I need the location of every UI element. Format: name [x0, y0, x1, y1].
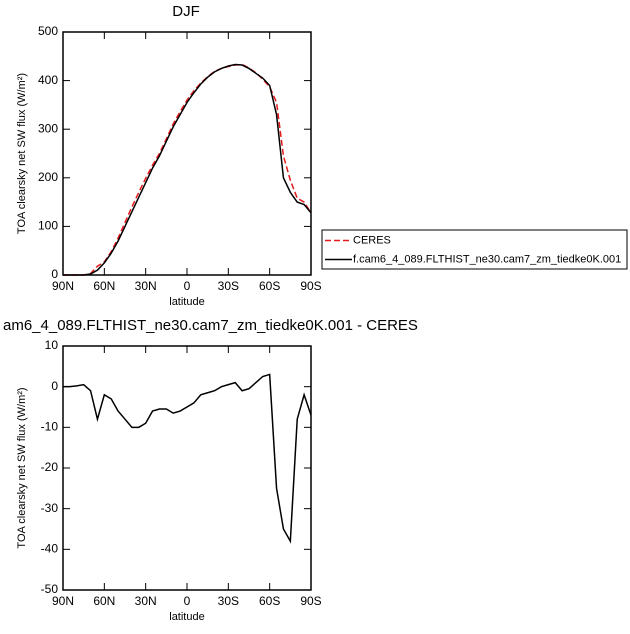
- y-tick-label: 300: [38, 121, 58, 135]
- y-tick-label: 100: [38, 219, 58, 233]
- y-tick-label: -20: [41, 460, 59, 474]
- x-tick-label: 90S: [300, 594, 321, 608]
- y-tick-label: 0: [51, 379, 58, 393]
- x-tick-label: 0: [184, 279, 191, 293]
- plot-frame: [62, 345, 312, 591]
- data-line: [63, 63, 312, 276]
- plot-frame: [62, 31, 312, 276]
- x-tick-label: 30N: [135, 279, 157, 293]
- y-axis-label: TOA clearsky net SW flux (W/m²): [16, 387, 28, 548]
- y-tick-label: -10: [41, 420, 59, 434]
- x-axis-label: latitude: [169, 296, 204, 308]
- x-tick-label: 60S: [259, 279, 280, 293]
- chart-title: am6_4_089.FLTHIST_ne30.cam7_zm_tiedke0K.…: [3, 317, 418, 334]
- x-tick-label: 60N: [93, 279, 115, 293]
- legend-label: CERES: [353, 234, 391, 246]
- y-tick-label: 500: [38, 24, 58, 38]
- legend-box: [321, 229, 628, 270]
- x-tick-label: 90N: [52, 279, 74, 293]
- x-axis-label: latitude: [169, 611, 204, 623]
- y-tick-label: 0: [51, 267, 58, 281]
- y-tick-label: 400: [38, 73, 58, 87]
- x-tick-label: 30N: [135, 594, 157, 608]
- x-tick-label: 30S: [218, 594, 239, 608]
- y-tick-label: -30: [41, 501, 59, 515]
- y-tick-label: -40: [41, 542, 59, 556]
- x-tick-label: 60S: [259, 594, 280, 608]
- data-line: [63, 373, 312, 544]
- x-tick-label: 30S: [218, 279, 239, 293]
- y-tick-label: 200: [38, 170, 58, 184]
- x-tick-label: 90S: [300, 279, 321, 293]
- x-tick-label: 0: [184, 594, 191, 608]
- chart-title: DJF: [172, 3, 200, 20]
- legend-label: f.cam6_4_089.FLTHIST_ne30.cam7_zm_tiedke…: [353, 253, 621, 265]
- x-tick-label: 90N: [52, 594, 74, 608]
- data-line: [63, 63, 312, 276]
- y-tick-label: -50: [41, 582, 59, 596]
- x-tick-label: 60N: [93, 594, 115, 608]
- y-tick-label: 10: [45, 338, 59, 352]
- y-axis-label: TOA clearsky net SW flux (W/m²): [16, 73, 28, 234]
